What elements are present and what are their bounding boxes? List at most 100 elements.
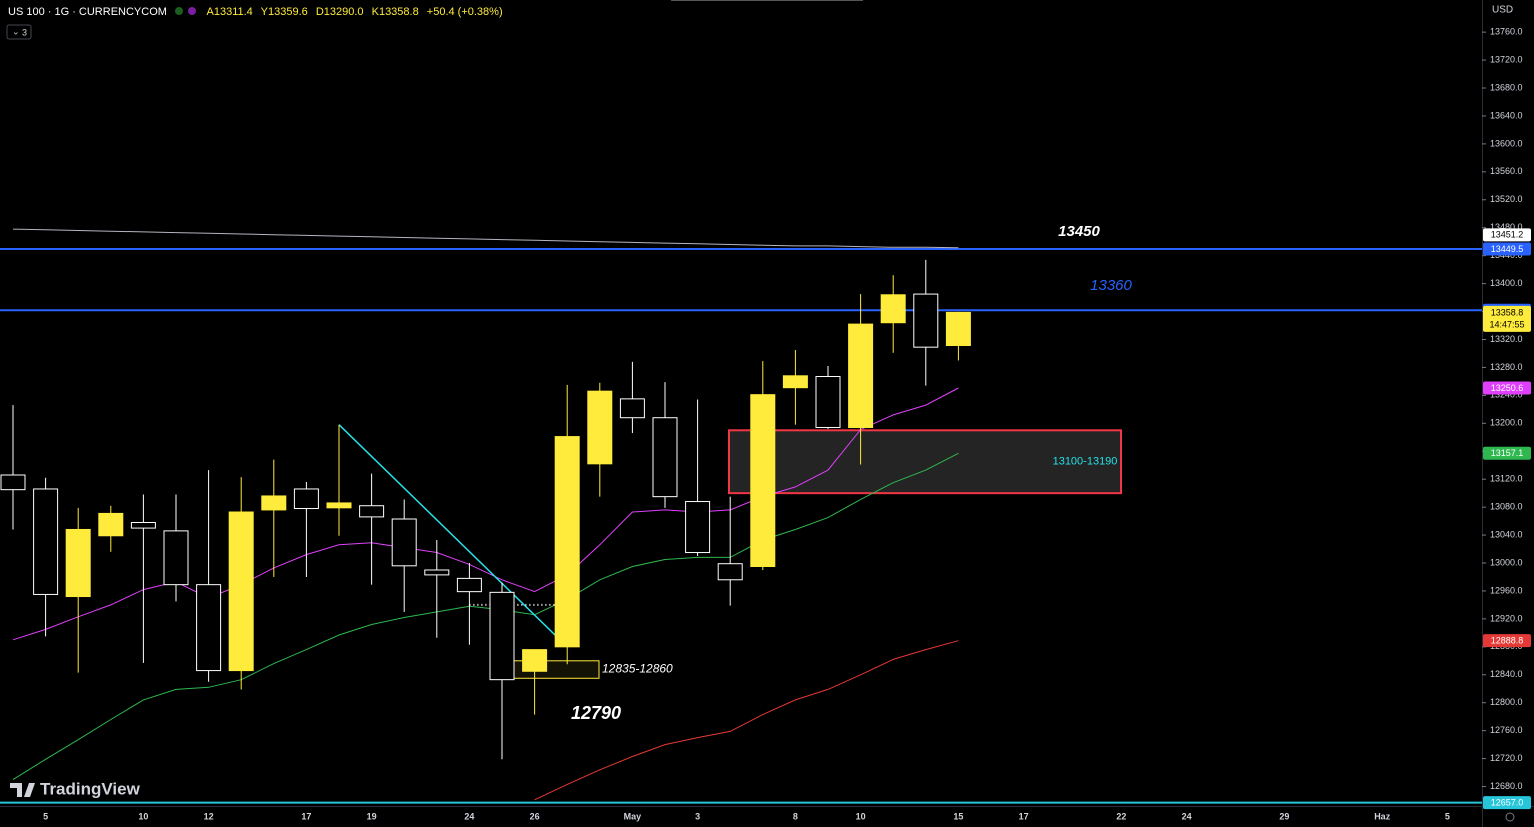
candle-body	[782, 375, 808, 389]
candle-body	[522, 649, 548, 672]
change: +50.4 (+0.38%)	[426, 6, 503, 18]
price-tag	[1483, 381, 1531, 395]
logo-mark	[10, 783, 35, 797]
x-tick-label: 19	[367, 811, 377, 821]
x-tick-label: 26	[530, 811, 540, 821]
y-tick-label: 13080.0	[1490, 502, 1523, 512]
candle-body	[98, 512, 124, 537]
ohlc: K13358.8	[371, 6, 419, 18]
settings-icon[interactable]	[1505, 812, 1515, 822]
candle-body	[619, 398, 645, 419]
x-tick-label: 24	[464, 811, 474, 821]
price-tag-label: 12657.0	[1491, 797, 1524, 807]
x-tick-label: 10	[138, 811, 148, 821]
x-tick-label: 3	[695, 811, 700, 821]
candle-body	[163, 530, 189, 586]
annotation: 13450	[1058, 223, 1100, 240]
candle-body	[391, 518, 417, 567]
ma-line	[12, 452, 959, 781]
price-tag	[1483, 446, 1531, 460]
currency[interactable]: USD	[1492, 5, 1513, 16]
y-tick-label: 13600.0	[1490, 138, 1523, 148]
ohlc: Y13359.6	[260, 6, 308, 18]
candle-body	[130, 521, 156, 529]
y-tick-label: 13680.0	[1490, 82, 1523, 92]
price-tag-label: 12888.8	[1491, 636, 1524, 646]
price-tag-label: 13451.2	[1491, 230, 1524, 240]
price-tag-label: 13157.1	[1491, 448, 1524, 458]
candle-body	[652, 417, 678, 498]
y-tick-label: 13760.0	[1490, 27, 1523, 37]
candle-body	[489, 591, 515, 681]
annotation: 13360	[1090, 277, 1132, 294]
x-tick-label: 8	[793, 811, 798, 821]
candle-body	[293, 488, 319, 510]
candle-body	[196, 584, 222, 672]
y-tick-label: 12720.0	[1490, 753, 1523, 763]
indicator-toggle[interactable]	[6, 24, 32, 40]
y-tick-label: 13200.0	[1490, 418, 1523, 428]
y-tick-label: 13640.0	[1490, 110, 1523, 120]
candle-body	[424, 569, 450, 576]
zone	[728, 429, 1122, 495]
x-tick-label: 24	[1182, 811, 1192, 821]
candle-body	[0, 474, 26, 491]
x-tick-label: 5	[43, 811, 48, 821]
candle-body	[913, 293, 939, 348]
symbol-title: US 100 · 1G · CURRENCYCOM	[8, 6, 167, 18]
price-tag-label: 13449.5	[1491, 244, 1524, 254]
zone	[500, 660, 600, 679]
y-tick-label: 12840.0	[1490, 669, 1523, 679]
y-tick-label: 13280.0	[1490, 362, 1523, 372]
price-tag-label: 13250.6	[1491, 383, 1524, 393]
candle-body	[750, 394, 776, 568]
candle-body	[717, 563, 743, 581]
x-tick-label: 5	[1445, 811, 1450, 821]
ma-line	[12, 228, 959, 249]
x-tick-label: 12	[204, 811, 214, 821]
legend-header: US 100 · 1G · CURRENCYCOM A13311.4 Y1335…	[8, 6, 508, 18]
candle-body	[815, 376, 841, 428]
tradingview-logo: TradingView	[10, 779, 141, 798]
y-tick-label: 12960.0	[1490, 585, 1523, 595]
y-tick-label: 13560.0	[1490, 166, 1523, 176]
x-tick-label: Haz	[1374, 811, 1391, 821]
price-tag	[1483, 228, 1531, 242]
x-tick-label: 17	[1019, 811, 1029, 821]
candle-body	[65, 528, 91, 598]
ohlc: A13311.4	[206, 6, 253, 18]
x-tick-label: 10	[856, 811, 866, 821]
y-tick-label: 13120.0	[1490, 474, 1523, 484]
indicator-chevron: ⌄	[12, 26, 20, 36]
price-tag	[1483, 796, 1531, 810]
trendline	[338, 424, 568, 648]
price-tag	[1483, 242, 1531, 256]
y-tick-label: 13520.0	[1490, 194, 1523, 204]
y-tick-label: 12920.0	[1490, 613, 1523, 623]
y-tick-label: 13000.0	[1490, 557, 1523, 567]
x-tick-label: May	[624, 811, 642, 821]
zone-label: 13100-13190	[1053, 456, 1118, 468]
y-tick-label: 12680.0	[1490, 781, 1523, 791]
candle-body	[456, 577, 482, 593]
price-tag-time: 14:47:55	[1489, 319, 1524, 329]
candle-body	[228, 511, 254, 672]
y-tick-label: 13480.0	[1490, 222, 1523, 232]
candle-body	[261, 495, 287, 511]
price-tag-label: 13358.8	[1491, 307, 1524, 317]
candle-body	[326, 502, 352, 509]
zone-label: 12835-12860	[602, 662, 673, 676]
candle-body	[33, 488, 59, 595]
status-dot	[174, 7, 183, 15]
status-dot	[188, 7, 197, 15]
top-handle	[671, 0, 863, 1]
indicator-count: 3	[22, 27, 27, 37]
y-tick-label: 13040.0	[1490, 529, 1523, 539]
price-tag	[1483, 305, 1531, 332]
candle-body	[685, 501, 711, 554]
y-tick-label: 13320.0	[1490, 334, 1523, 344]
candle-body	[554, 436, 580, 648]
candle-body	[587, 390, 613, 465]
